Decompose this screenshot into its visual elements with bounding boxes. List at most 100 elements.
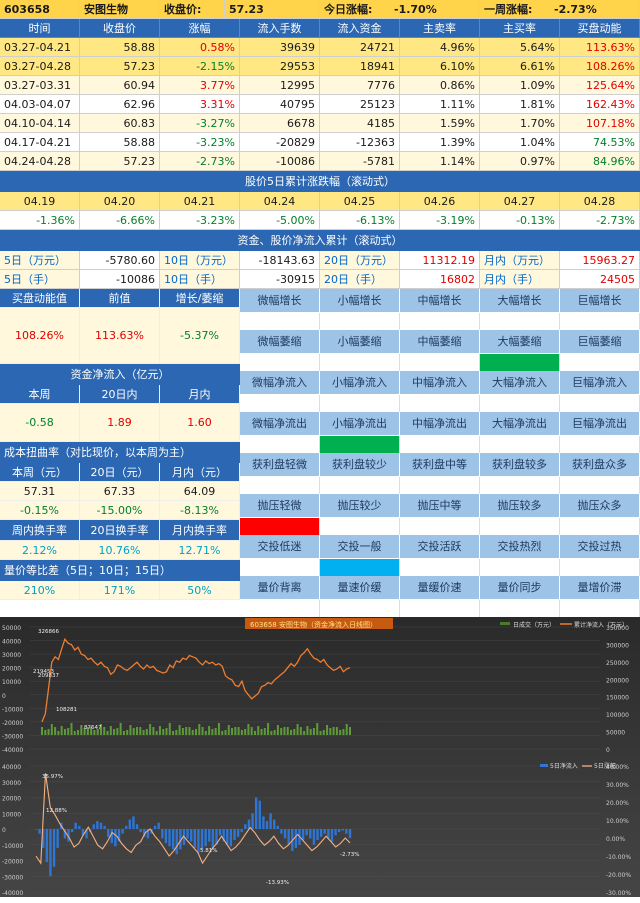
- status-button: 量速价缓: [320, 576, 400, 600]
- status-button: 获利盘中等: [400, 453, 480, 477]
- status-button: 微幅萎缩: [240, 330, 320, 354]
- volume-bar: [172, 731, 175, 735]
- volume-bar: [132, 728, 135, 735]
- status-indicator: [320, 477, 400, 494]
- flow-bar: [153, 825, 157, 829]
- momentum-header: 买盘动能值: [0, 289, 80, 308]
- close-label: 收盘价:: [160, 0, 225, 19]
- flow-bar: [161, 829, 164, 839]
- status-indicator: [320, 313, 400, 330]
- indicator-row: [240, 477, 640, 494]
- weekly-cell: -5781: [320, 152, 400, 171]
- indicator-row: [240, 354, 640, 371]
- flow-bar: [273, 819, 276, 829]
- volume-bar: [50, 724, 53, 735]
- weekly-header-cell: 时间: [0, 19, 80, 38]
- status-button: 量增价滞: [560, 576, 640, 600]
- data-label: -2.73%: [340, 852, 359, 858]
- roll5-title: 股价5日累计涨跌幅（滚动式）: [0, 171, 640, 192]
- data-label: 326866: [38, 629, 59, 635]
- volume-bar: [155, 731, 158, 735]
- y-tick-left: -40000: [2, 890, 23, 897]
- turnover-header: 20日换手率: [80, 520, 160, 541]
- flow-bar: [319, 829, 323, 837]
- flow-bar: [305, 829, 308, 836]
- momentum-value-row: 108.26% 113.63% -5.37%: [0, 308, 240, 364]
- weekly-cell: 3.77%: [160, 76, 240, 95]
- y-tick-left: -30000: [2, 733, 23, 740]
- cost-price: 67.33: [80, 482, 160, 501]
- status-button: 抛压较少: [320, 494, 400, 518]
- weekly-cell: 29553: [240, 57, 320, 76]
- volume-bar: [303, 731, 306, 735]
- button-row: 微幅增长 小幅增长 中幅增长 大幅增长 巨幅增长: [240, 289, 640, 313]
- y-tick-left: -10000: [2, 706, 23, 713]
- indicator-panel: 买盘动能值 前值 增长/萎缩 108.26% 113.63% -5.37% 资金净流入（亿元…: [0, 289, 640, 617]
- roll5-date: 04.21: [160, 192, 240, 211]
- status-button: 小幅净流入: [320, 371, 400, 395]
- cum-value: -10086: [80, 270, 160, 289]
- flow-bar: [157, 822, 160, 829]
- volume-bar: [296, 724, 299, 735]
- weekly-cell: 60.83: [80, 114, 160, 133]
- volume-bar: [83, 728, 86, 735]
- flow-bar: [125, 825, 128, 829]
- status-indicator: [240, 477, 320, 494]
- data-label: -13.93%: [266, 880, 289, 886]
- weekly-row: 03.27-04.21 58.88 0.58% 39639 24721 4.96% 5.64…: [0, 38, 640, 57]
- flow-bar: [251, 813, 254, 829]
- volume-bar: [221, 731, 224, 735]
- flow-bar: [327, 829, 330, 839]
- cum-title: 资金、股价净流入累计（滚动式）: [0, 230, 640, 251]
- status-indicator: [400, 477, 480, 494]
- flow-bar: [67, 829, 70, 842]
- volume-bar: [185, 727, 188, 735]
- roll5-date: 04.20: [80, 192, 160, 211]
- today-label: 今日涨幅:: [320, 0, 390, 19]
- flow-bar: [316, 829, 319, 841]
- status-button: 小幅增长: [320, 289, 400, 313]
- weekly-cell: 6.10%: [400, 57, 480, 76]
- volume-bar: [93, 730, 96, 735]
- cost-rate: -15.00%: [80, 501, 160, 520]
- flow-bar: [85, 829, 88, 839]
- volume-bar: [44, 730, 47, 735]
- chart-title-box: [245, 618, 393, 629]
- volume-bar: [204, 731, 207, 735]
- volume-bar: [339, 730, 342, 735]
- cum-key: 20日（手）: [320, 270, 400, 289]
- button-row: 交投低迷 交投一般 交投活跃 交投热烈 交投过热: [240, 535, 640, 559]
- flow-bar: [226, 829, 229, 845]
- cum-table: 5日（万元） -5780.60 10日（万元） -18143.63 20日（万元） 113…: [0, 251, 640, 289]
- status-button: 抛压较多: [480, 494, 560, 518]
- y-tick-right: 10.00%: [606, 818, 629, 825]
- status-button: 巨幅增长: [560, 289, 640, 313]
- volume-bar: [198, 724, 201, 735]
- vol-value: 50%: [160, 581, 240, 600]
- volume-bar: [96, 729, 99, 735]
- cum-key: 10日（手）: [160, 270, 240, 289]
- volume-bar: [322, 730, 325, 735]
- roll5-value: -0.13%: [480, 211, 560, 230]
- momentum-header: 前值: [80, 289, 160, 308]
- y-tick-right: 350000: [606, 625, 629, 632]
- cum-value: -5780.60: [80, 251, 160, 270]
- cost-header: 本周（元）: [0, 463, 80, 482]
- volume-bar: [270, 731, 273, 735]
- flow-bar: [49, 829, 52, 877]
- weekly-cell: -3.23%: [160, 133, 240, 152]
- flow-bar: [323, 829, 326, 834]
- status-indicator: [240, 313, 320, 330]
- volume-bar: [119, 723, 122, 735]
- status-button: 交投一般: [320, 535, 400, 559]
- status-button: 量价同步: [480, 576, 560, 600]
- cost-price-row: 57.31 67.33 64.09: [0, 482, 240, 501]
- y-tick-right: 250000: [606, 660, 629, 667]
- flow-bar: [258, 800, 261, 829]
- status-button: 获利盘较多: [480, 453, 560, 477]
- flow-bar: [189, 829, 193, 842]
- volume-bar: [224, 730, 227, 735]
- weekly-cell: -2.73%: [160, 152, 240, 171]
- status-button: 量缓价速: [400, 576, 480, 600]
- flow-bar: [204, 829, 207, 847]
